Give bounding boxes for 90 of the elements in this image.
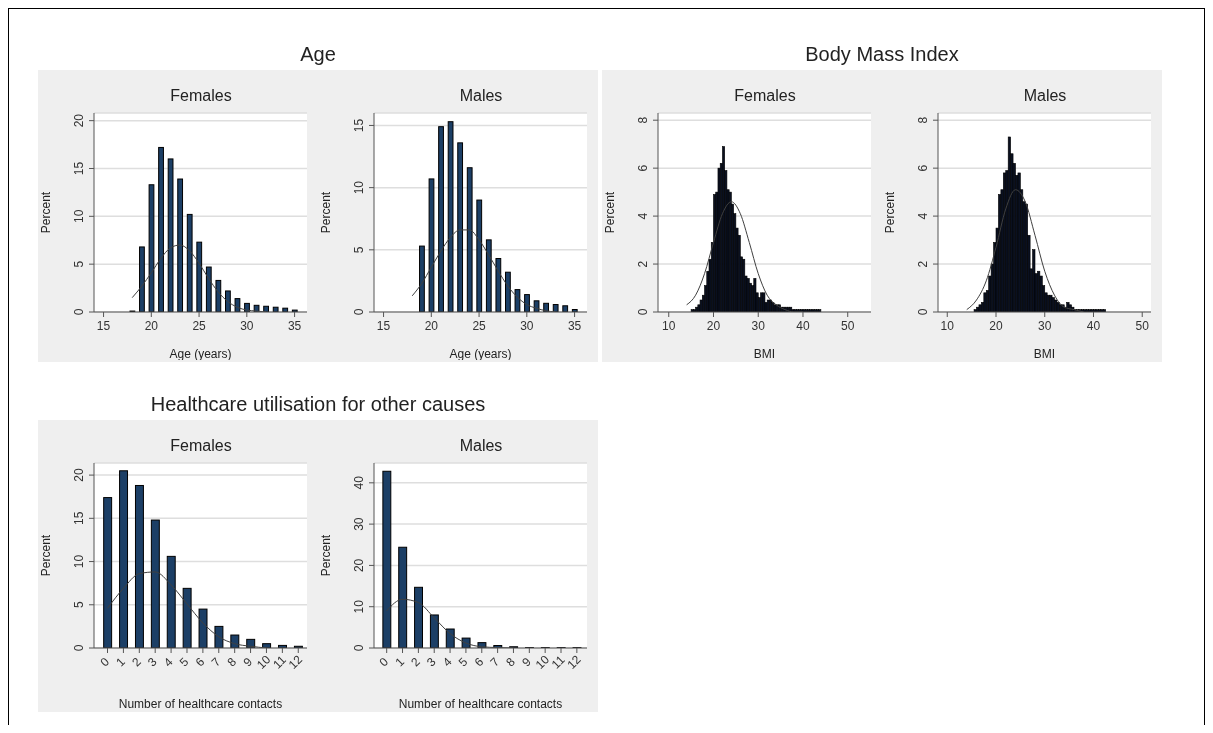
chart-title: Females — [169, 87, 233, 105]
x-tick-label: 7 — [208, 654, 224, 670]
x-tick-label: 40 — [796, 319, 810, 333]
y-tick-label: 8 — [916, 116, 930, 124]
y-tick-label: 15 — [72, 511, 86, 526]
y-tick-label: 10 — [72, 209, 86, 224]
x-tick-label: 35 — [567, 319, 582, 333]
y-tick-label: 10 — [352, 599, 366, 614]
x-tick-label: 5 — [455, 654, 471, 670]
x-tick-label: 25 — [472, 319, 487, 333]
x-tick-label: 30 — [1038, 319, 1052, 333]
x-tick-label: 50 — [841, 319, 855, 333]
x-tick-label: 6 — [192, 654, 208, 670]
x-axis-title: Number of healthcare contacts — [398, 697, 563, 711]
x-tick-label: 4 — [160, 654, 176, 670]
text: Body Mass Index — [804, 43, 960, 66]
x-tick-label: 0 — [97, 654, 113, 670]
y-tick-label: 4 — [916, 212, 930, 220]
y-tick-label: 15 — [72, 161, 86, 176]
x-tick-label: 9 — [240, 654, 256, 670]
y-tick-label: 40 — [352, 475, 366, 490]
x-tick-label: 3 — [424, 654, 439, 670]
y-axis-title: Percent — [319, 191, 334, 234]
y-axis-title: Percent — [319, 534, 334, 577]
x-tick-label: 8 — [503, 654, 519, 670]
x-tick-label: 4 — [439, 654, 455, 670]
x-tick-label: 50 — [1135, 319, 1150, 333]
chart-title: Males — [458, 87, 504, 105]
y-tick-label: 4 — [636, 212, 650, 220]
x-tick-label: 15 — [376, 319, 391, 333]
x-tick-label: 30 — [751, 319, 766, 333]
x-tick-label: 30 — [520, 319, 534, 333]
y-tick-label: 6 — [636, 164, 650, 172]
x-tick-label: 1 — [392, 654, 408, 670]
chart-title: Males — [1022, 87, 1068, 105]
x-axis-title: Age (years) — [169, 347, 232, 361]
y-tick-label: 20 — [352, 558, 366, 573]
chart-title: Females — [733, 87, 797, 105]
text: Healthcare utilisation for other causes — [149, 393, 487, 416]
chart-title: Females — [169, 437, 233, 455]
x-tick-label: 3 — [145, 654, 160, 670]
x-axis-title: BMI — [1033, 347, 1056, 361]
y-axis-title: Percent — [603, 191, 618, 234]
x-axis-title: Age (years) — [449, 347, 512, 361]
x-tick-label: 2 — [408, 654, 424, 670]
y-axis-title: Percent — [39, 534, 54, 577]
text: Age — [299, 43, 337, 66]
y-tick-label: 0 — [352, 644, 366, 652]
x-tick-label: 8 — [224, 654, 240, 670]
chart-title: Males — [458, 437, 504, 455]
y-tick-label: 5 — [352, 246, 366, 254]
x-tick-label: 0 — [376, 654, 392, 670]
y-tick-label: 5 — [72, 260, 86, 268]
y-tick-label: 8 — [636, 116, 650, 124]
x-tick-label: 20 — [144, 319, 159, 333]
x-tick-label: 30 — [240, 319, 254, 333]
x-tick-label: 25 — [192, 319, 207, 333]
y-tick-label: 0 — [352, 308, 366, 316]
y-tick-label: 20 — [72, 113, 86, 128]
y-tick-label: 30 — [352, 517, 366, 531]
y-tick-label: 6 — [916, 164, 930, 172]
x-tick-label: 20 — [989, 319, 1003, 333]
y-tick-label: 0 — [72, 644, 86, 652]
y-axis-title: Percent — [39, 191, 54, 234]
x-tick-label: 20 — [424, 319, 439, 333]
y-tick-label: 2 — [916, 260, 930, 268]
x-tick-label: 1 — [113, 654, 129, 670]
y-tick-label: 15 — [352, 118, 366, 133]
x-axis-title: Number of healthcare contacts — [118, 697, 283, 711]
y-axis-title: Percent — [883, 191, 898, 234]
y-tick-label: 20 — [72, 468, 86, 482]
y-tick-label: 2 — [636, 260, 650, 268]
x-tick-label: 6 — [471, 654, 487, 670]
x-tick-label: 2 — [129, 654, 145, 670]
x-tick-label: 5 — [176, 654, 192, 670]
y-tick-label: 0 — [916, 308, 930, 316]
x-tick-label: 10 — [662, 319, 676, 333]
x-axis-title: BMI — [753, 347, 776, 361]
x-tick-label: 9 — [519, 654, 535, 670]
y-tick-label: 0 — [72, 308, 86, 316]
y-tick-label: 10 — [352, 180, 366, 195]
y-tick-label: 0 — [636, 308, 650, 316]
y-tick-label: 10 — [72, 554, 86, 569]
x-tick-label: 20 — [706, 319, 721, 333]
x-tick-label: 10 — [940, 319, 955, 333]
y-tick-label: 5 — [72, 601, 86, 609]
x-tick-label: 7 — [487, 654, 503, 670]
x-tick-label: 40 — [1086, 319, 1101, 333]
x-tick-label: 35 — [287, 319, 302, 333]
x-tick-label: 15 — [96, 319, 111, 333]
